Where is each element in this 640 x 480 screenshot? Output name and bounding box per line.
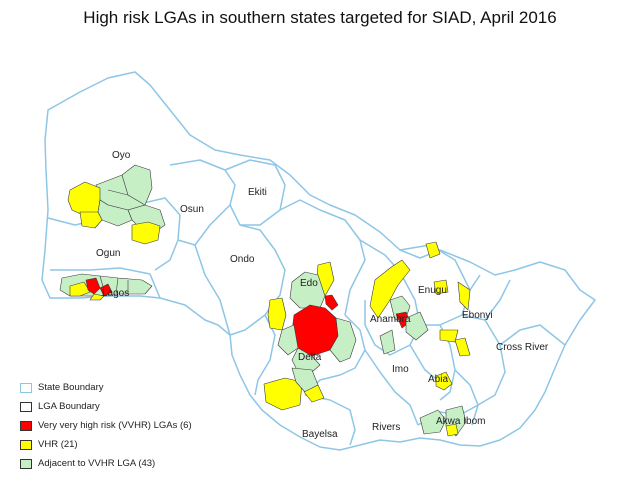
- southern-states-outline: [41, 71, 596, 451]
- map-title: High risk LGAs in southern states target…: [83, 8, 557, 27]
- anambra-adjacent-lga: [379, 329, 396, 355]
- legend-item-vvhr: Very very high risk (VVHR) LGAs (6): [20, 416, 192, 435]
- edo-vhr-lga: [267, 297, 287, 331]
- legend-label: LGA Boundary: [38, 401, 100, 412]
- state-label-ogun: Ogun: [96, 248, 120, 259]
- lga-line: [99, 275, 129, 295]
- legend-label: State Boundary: [38, 382, 104, 393]
- ebonyi-boundary: [461, 274, 511, 321]
- lga-line: [107, 174, 146, 206]
- delta-adjacent-lga: [277, 324, 299, 356]
- state-label-abia: Abia: [428, 374, 448, 385]
- legend-item-adjacent: Adjacent to VVHR LGA (43): [20, 454, 192, 473]
- abia-vhr-lga: [435, 371, 453, 391]
- osun-ekiti-boundary: [169, 159, 236, 246]
- imo-rivers-boundary: [364, 344, 441, 426]
- legend-swatch: [20, 382, 32, 393]
- enugu-vhr-lga: [433, 279, 449, 295]
- ondo-boundary: [194, 224, 286, 336]
- state-label-delta: Delta: [298, 352, 322, 363]
- state-label-cross-river: Cross River: [496, 342, 549, 353]
- legend-item-vhr: VHR (21): [20, 435, 192, 454]
- state-label-oyo: Oyo: [112, 150, 131, 161]
- state-label-akwa-ibom: Akwa Ibom: [436, 416, 485, 427]
- oyo-vhr-lga: [131, 221, 161, 245]
- legend-swatch: [20, 401, 32, 412]
- legend-swatch: [20, 439, 32, 450]
- ebonyi-vhr-lga: [439, 329, 459, 343]
- legend-item-lga-boundary: LGA Boundary: [20, 397, 192, 416]
- oyo-vhr-lga: [79, 211, 103, 229]
- state-label-rivers: Rivers: [372, 422, 400, 433]
- lagos-vhr-lga: [69, 281, 91, 297]
- legend-swatch: [20, 420, 32, 431]
- akwa-ibom-vhr-lga: [445, 423, 459, 437]
- state-label-ondo: Ondo: [230, 254, 255, 265]
- state-label-anambra: Anambra: [370, 314, 411, 325]
- map-legend: State Boundary LGA Boundary Very very hi…: [20, 378, 192, 473]
- legend-swatch: [20, 458, 32, 469]
- state-label-ebonyi: Ebonyi: [462, 310, 493, 321]
- legend-label: VHR (21): [38, 439, 78, 450]
- delta-adjacent-lga: [329, 317, 357, 363]
- edo-vvhr-lga: [324, 294, 339, 311]
- oyo-vhr-lga: [67, 181, 101, 217]
- state-label-lagos: Lagos: [102, 288, 129, 299]
- state-label-bayelsa: Bayelsa: [302, 429, 338, 440]
- edo-adjacent-lga: [289, 271, 326, 309]
- state-label-ekiti: Ekiti: [248, 187, 267, 198]
- state-label-enugu: Enugu: [418, 285, 447, 296]
- akwa-ibom-adjacent-lga: [419, 409, 447, 435]
- anambra-adjacent-lga: [405, 311, 429, 341]
- ebonyi-vhr-lga: [454, 337, 471, 357]
- legend-item-state-boundary: State Boundary: [20, 378, 192, 397]
- legend-label: Very very high risk (VVHR) LGAs (6): [38, 420, 192, 431]
- ekiti-boundary: [224, 159, 286, 226]
- state-label-imo: Imo: [392, 364, 409, 375]
- anambra-vhr-lga: [369, 259, 411, 319]
- enugu-vhr-lga: [425, 241, 441, 259]
- legend-label: Adjacent to VVHR LGA (43): [38, 458, 156, 469]
- ebonyi-vhr-lga: [457, 281, 471, 311]
- lagos-vhr-lga: [89, 293, 105, 301]
- delta-vhr-lga: [263, 377, 303, 411]
- ogun-lagos-boundary: [50, 267, 161, 299]
- lagos-vvhr-lga: [85, 277, 101, 295]
- cross-river-boundary: [499, 324, 566, 346]
- state-label-osun: Osun: [180, 204, 204, 215]
- state-label-edo: Edo: [300, 278, 318, 289]
- edo-boundary: [279, 199, 366, 316]
- delta-vhr-lga: [303, 384, 325, 403]
